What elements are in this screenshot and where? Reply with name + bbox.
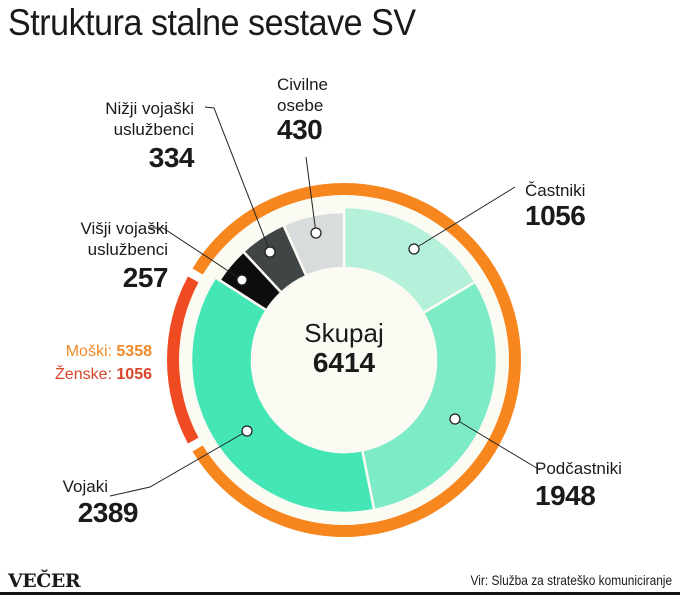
value-podcastniki: 1948 bbox=[535, 480, 596, 511]
value-castniki: 1056 bbox=[525, 200, 586, 231]
label-castniki: Častniki bbox=[525, 181, 586, 200]
donut-hole bbox=[252, 268, 436, 452]
value-visji: 257 bbox=[122, 262, 169, 293]
leader-line-3 bbox=[150, 227, 243, 281]
leader-line-1 bbox=[454, 418, 541, 471]
leader-dot-5 bbox=[310, 227, 322, 239]
label-visji-line2: uslužbenci bbox=[87, 240, 168, 259]
brand-logo: VEČER bbox=[8, 570, 81, 592]
leader-dot-3 bbox=[236, 274, 248, 286]
legend-female-value: 1056 bbox=[116, 366, 152, 383]
gender-ring-female bbox=[167, 276, 199, 444]
legend-male: Moški: 5358 bbox=[66, 343, 152, 361]
label-vojaki: Vojaki bbox=[62, 477, 108, 496]
legend-male-value: 5358 bbox=[116, 343, 152, 360]
source-note: Vir: Služba za strateško komuniciranje bbox=[470, 572, 672, 588]
value-civilne: 430 bbox=[277, 114, 323, 145]
label-nizji: Nižji vojaški uslužbenci bbox=[105, 98, 194, 140]
label-nizji-line2: uslužbenci bbox=[113, 120, 194, 139]
leader-line-0 bbox=[413, 186, 516, 250]
leader-dot-1 bbox=[449, 413, 461, 425]
label-podcastniki: Podčastniki bbox=[535, 459, 622, 478]
center-total-label: Skupaj bbox=[304, 318, 384, 348]
legend-male-label: Moški: bbox=[65, 343, 112, 360]
center-total-value: 6414 bbox=[312, 347, 376, 378]
chart-title: Struktura stalne sestave SV bbox=[8, 2, 416, 43]
leader-line-4 bbox=[204, 106, 271, 253]
legend-female: Ženske: 1056 bbox=[55, 366, 152, 384]
label-civilne-line1: Civilne bbox=[277, 75, 329, 94]
label-civilne: Civilne osebe bbox=[277, 74, 328, 116]
legend-female-label: Ženske: bbox=[55, 366, 112, 383]
label-visji-line1: Višji vojaški bbox=[80, 219, 168, 238]
value-nizji: 334 bbox=[148, 142, 195, 173]
leader-line-5 bbox=[305, 156, 317, 234]
label-visji: Višji vojaški uslužbenci bbox=[80, 218, 168, 260]
value-vojaki: 2389 bbox=[77, 497, 139, 528]
footer: VEČER Vir: Služba za strateško komunicir… bbox=[0, 570, 680, 595]
label-nizji-line1: Nižji vojaški bbox=[105, 99, 194, 118]
leader-dot-2 bbox=[241, 425, 253, 437]
leader-dot-4 bbox=[264, 246, 276, 258]
label-civilne-line2: osebe bbox=[277, 96, 324, 115]
leader-line-2 bbox=[109, 430, 248, 497]
leader-dot-0 bbox=[408, 243, 420, 255]
